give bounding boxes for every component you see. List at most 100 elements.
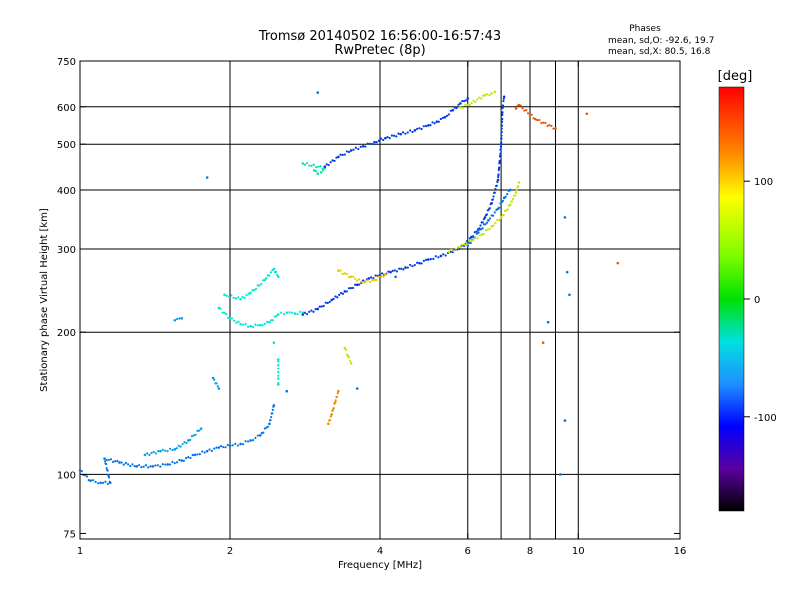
data-point	[344, 348, 347, 351]
data-point	[488, 217, 492, 220]
data-point	[228, 295, 231, 298]
data-point	[498, 161, 501, 164]
data-point	[187, 456, 190, 459]
data-point	[474, 100, 477, 103]
data-point	[465, 243, 469, 246]
data-point	[205, 176, 209, 179]
data-point	[515, 188, 518, 191]
data-point	[352, 148, 355, 151]
data-point	[454, 247, 457, 250]
data-point	[442, 253, 445, 256]
data-point	[273, 315, 276, 318]
data-point	[416, 127, 419, 130]
data-point	[263, 278, 267, 282]
data-point	[198, 429, 201, 432]
y-tick-label: 600	[57, 103, 76, 114]
data-point	[146, 452, 149, 455]
data-point	[217, 387, 221, 390]
data-point	[106, 468, 109, 472]
data-point	[391, 269, 394, 272]
data-point	[173, 462, 176, 465]
data-point	[177, 444, 180, 447]
data-point	[349, 361, 353, 365]
data-point	[277, 367, 280, 370]
data-point	[424, 258, 428, 261]
data-point	[91, 479, 95, 482]
data-point	[320, 170, 323, 174]
data-point	[215, 446, 218, 449]
data-point	[500, 130, 503, 134]
data-point	[493, 90, 497, 94]
data-point	[159, 449, 162, 453]
data-point	[491, 198, 494, 201]
x-tick-label: 8	[527, 546, 533, 557]
data-point	[288, 311, 291, 314]
data-point	[485, 221, 489, 224]
data-point	[546, 320, 550, 324]
data-point	[179, 445, 182, 448]
data-point	[266, 425, 270, 428]
data-point	[241, 323, 245, 326]
data-point	[377, 275, 380, 278]
data-point	[360, 280, 363, 283]
data-point	[534, 117, 537, 121]
data-point	[258, 284, 261, 287]
phase-stats-o: mean, sd,O: -92.6, 19.7	[608, 36, 714, 46]
data-point	[322, 304, 325, 308]
data-point	[472, 99, 475, 102]
data-point	[171, 448, 174, 452]
data-point	[420, 127, 423, 131]
data-point	[359, 145, 362, 148]
data-point	[480, 233, 484, 236]
data-point	[262, 431, 265, 434]
data-point	[175, 461, 179, 464]
data-point	[114, 460, 117, 463]
data-point	[478, 96, 481, 99]
data-point	[243, 296, 246, 299]
data-point	[466, 97, 470, 100]
colorbar-tick-label: -100	[754, 413, 777, 424]
data-point	[164, 449, 167, 452]
data-point	[196, 453, 199, 456]
data-point	[106, 482, 109, 485]
data-point	[301, 162, 305, 165]
data-point	[508, 203, 512, 207]
data-point	[424, 124, 428, 128]
data-point	[237, 296, 240, 299]
x-tick-label: 2	[227, 546, 233, 557]
data-point	[324, 301, 327, 304]
data-point	[411, 130, 414, 134]
data-point	[178, 317, 181, 320]
data-point	[222, 445, 225, 449]
data-point	[275, 314, 278, 318]
data-point	[528, 114, 531, 117]
data-point	[433, 122, 436, 125]
data-point	[231, 317, 234, 320]
data-point	[105, 467, 108, 470]
data-point	[235, 321, 238, 324]
data-point	[384, 273, 387, 276]
data-point	[426, 124, 430, 127]
data-point	[409, 263, 412, 267]
data-point	[277, 374, 280, 377]
data-point	[548, 123, 551, 127]
data-point	[341, 272, 344, 275]
data-point	[319, 165, 322, 168]
data-point	[337, 269, 340, 272]
data-point	[397, 267, 401, 270]
data-point	[459, 245, 462, 249]
data-point	[211, 376, 215, 380]
data-point	[343, 153, 346, 156]
data-point	[500, 124, 504, 127]
colorbar-label: [deg]	[718, 69, 753, 84]
data-point	[550, 124, 553, 128]
data-point	[422, 125, 425, 128]
data-point	[373, 278, 376, 282]
data-point	[475, 230, 478, 233]
data-point	[293, 312, 297, 315]
data-point	[265, 277, 268, 280]
data-point	[492, 214, 495, 217]
data-point	[254, 323, 257, 326]
data-point	[221, 311, 224, 314]
data-point	[191, 453, 194, 457]
